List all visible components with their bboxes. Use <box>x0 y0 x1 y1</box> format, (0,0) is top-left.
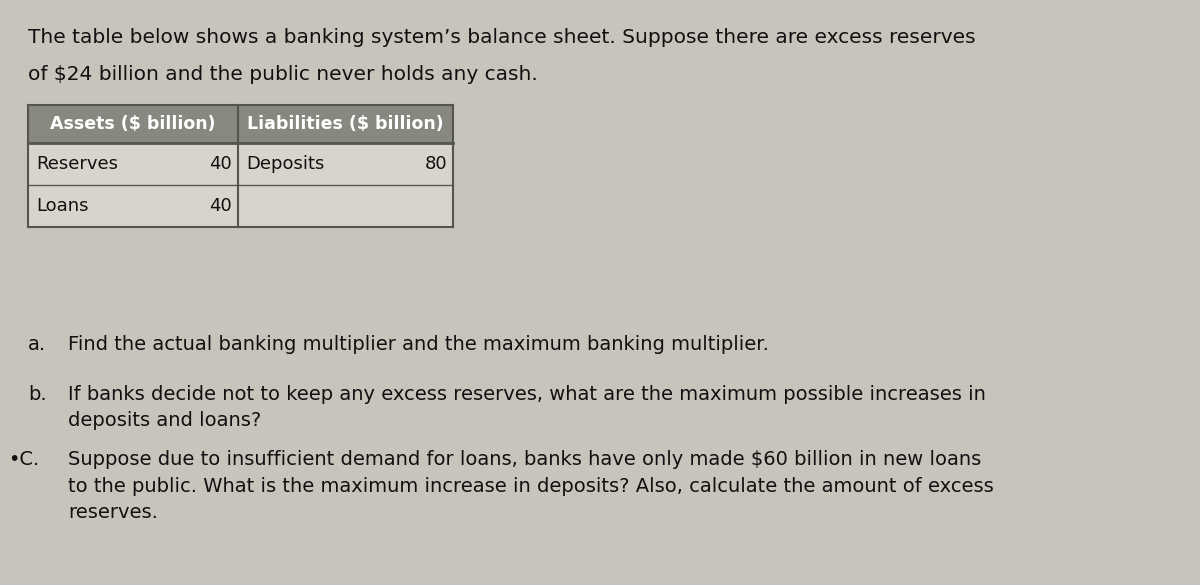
Bar <box>28 105 454 143</box>
Text: b.: b. <box>28 385 47 404</box>
Text: 40: 40 <box>209 155 232 173</box>
Bar <box>28 143 454 227</box>
Text: •C.: •C. <box>8 450 40 469</box>
Text: a.: a. <box>28 335 46 354</box>
Text: The table below shows a banking system’s balance sheet. Suppose there are excess: The table below shows a banking system’s… <box>28 28 976 47</box>
Text: Deposits: Deposits <box>246 155 324 173</box>
Text: 80: 80 <box>425 155 446 173</box>
Text: Loans: Loans <box>36 197 89 215</box>
Text: Reserves: Reserves <box>36 155 118 173</box>
Text: Liabilities ($ billion): Liabilities ($ billion) <box>247 115 444 133</box>
Text: Assets ($ billion): Assets ($ billion) <box>50 115 216 133</box>
Text: of $24 billion and the public never holds any cash.: of $24 billion and the public never hold… <box>28 65 538 84</box>
Text: If banks decide not to keep any excess reserves, what are the maximum possible i: If banks decide not to keep any excess r… <box>68 385 986 431</box>
Text: Suppose due to insufficient demand for loans, banks have only made $60 billion i: Suppose due to insufficient demand for l… <box>68 450 994 522</box>
Text: 40: 40 <box>209 197 232 215</box>
Text: Find the actual banking multiplier and the maximum banking multiplier.: Find the actual banking multiplier and t… <box>68 335 769 354</box>
